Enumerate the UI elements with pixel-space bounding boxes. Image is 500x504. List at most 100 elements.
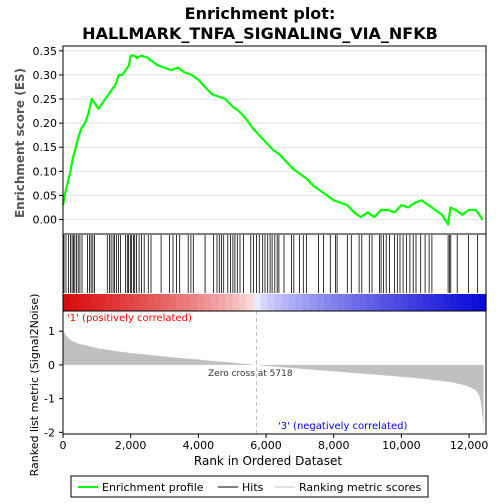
rank-colorbar-segment [105, 294, 113, 311]
rank-colorbar-segment [175, 294, 184, 311]
enrichment-profile-point [380, 209, 382, 211]
enrichment-profile-point [143, 56, 145, 58]
rank-colorbar-segment [415, 294, 424, 311]
enrichment-profile-point [218, 96, 220, 98]
chart-title-line2: HALLMARK_TNFA_SIGNALING_VIA_NFKB [82, 24, 438, 43]
ranked-metric-point [350, 372, 352, 374]
enrichment-profile-point [475, 209, 477, 211]
rank-colorbar-segment [309, 294, 318, 311]
enrichment-profile-point [367, 211, 369, 213]
rank-colorbar-segment [394, 294, 403, 311]
rank-colorbar-segment [225, 294, 233, 311]
enrichment-profile-point [94, 103, 96, 105]
rank-colorbar-segment [478, 294, 487, 311]
enrichment-profile-point [118, 74, 120, 76]
metric-y-tick-label: 0 [48, 359, 55, 372]
ranked-metric-point [480, 401, 482, 403]
rank-colorbar-segment [352, 294, 360, 311]
enrichment-profile-point [72, 156, 74, 158]
enrichment-profile-point [265, 141, 267, 143]
rank-colorbar-segment [126, 294, 135, 311]
enrichment-profile-point [177, 67, 179, 69]
rank-colorbar-segment [288, 294, 297, 311]
rank-colorbar-segment [422, 294, 431, 311]
enrichment-profile-point [306, 178, 308, 180]
x-tick-label: 8,000 [318, 439, 350, 452]
enrichment-profile-point [449, 206, 452, 209]
x-axis-label: Rank in Ordered Dataset [194, 454, 342, 468]
es-y-tick-label: 0.10 [33, 165, 58, 178]
legend-label-profile: Enrichment profile [102, 481, 204, 494]
enrichment-profile-point [245, 117, 247, 119]
rank-colorbar-segment [70, 294, 78, 311]
rank-colorbar-segment [232, 294, 240, 311]
ranked-metric-point [367, 373, 369, 375]
rank-colorbar-segment [330, 294, 339, 311]
ranked-metric-point [475, 389, 477, 391]
es-y-tick-label: 0.30 [33, 69, 58, 82]
x-tick-label: 10,000 [382, 439, 421, 452]
ranked-metric-point [147, 354, 149, 356]
x-tick-label: 4,000 [183, 439, 215, 452]
enrichment-profile-point [326, 194, 328, 196]
chart-title-line1: Enrichment plot: [185, 4, 336, 23]
rank-colorbar-segment [380, 294, 388, 311]
enrichment-profile-point [373, 216, 375, 218]
enrichment-profile-point [407, 206, 409, 209]
x-tick-label: 0 [60, 439, 67, 452]
ranked-metric-point [63, 332, 65, 334]
rank-colorbar-segment [408, 294, 417, 311]
x-tick-label: 6,000 [250, 439, 282, 452]
ranked-metric-point [417, 377, 419, 379]
ranked-metric-point [299, 368, 301, 370]
ranked-metric-point [478, 394, 480, 396]
enrichment-profile-point [104, 98, 106, 100]
rank-colorbar-segment [267, 294, 276, 311]
rank-colorbar-segment [359, 294, 367, 311]
enrichment-profile-point [224, 98, 226, 100]
ranked-metric-point [265, 365, 267, 367]
enrichment-profile-point [136, 57, 138, 59]
enrichment-profile-point [312, 185, 314, 187]
rank-colorbar-segment [337, 294, 346, 311]
es-y-tick-label: 0.35 [33, 45, 58, 58]
metric-panel: -2 -1 0 1 0 2,000 4,000 6,000 8,000 10,000 12,000 [44, 310, 489, 452]
rank-colorbar-segment [84, 294, 92, 311]
enrichment-profile-point [81, 127, 83, 129]
enrichment-profile-point [339, 202, 342, 204]
rank-colorbar-segment [366, 294, 374, 311]
enrichment-profile-point [292, 168, 294, 170]
ranked-metric-point [451, 381, 453, 383]
rank-colorbar-segment [464, 294, 473, 311]
rank-colorbar-segment [443, 294, 452, 311]
ranked-metric-point [86, 345, 88, 347]
rank-colorbar-segment [133, 294, 142, 311]
enrichment-profile-point [125, 69, 127, 71]
enrichment-profile-point [272, 149, 274, 151]
enrichment-profile-point [170, 69, 172, 71]
enrichment-profile-point [346, 204, 348, 206]
enrichment-profile-point [231, 105, 233, 107]
ranked-metric-point [482, 415, 484, 416]
negative-correlation-label: '3' (negatively correlated) [278, 421, 407, 432]
legend: Enrichment profile Hits Ranking metric s… [70, 475, 429, 498]
enrichment-profile-point [204, 86, 206, 88]
rank-colorbar-segment [457, 294, 466, 311]
enrichment-profile-point [163, 67, 166, 69]
enrichment-profile-point [441, 214, 443, 216]
rank-colorbar-segment [211, 294, 219, 311]
rank-colorbar-segment [154, 294, 163, 311]
enrichment-profile-point [130, 55, 132, 57]
enrichment-profile-point [238, 110, 240, 112]
ranked-metric-point [461, 384, 463, 385]
ranked-metric-point [69, 339, 71, 341]
metric-y-tick-label: 1 [48, 325, 55, 338]
enrichment-profile-point [140, 55, 142, 57]
x-tick-label: 12,000 [450, 439, 489, 452]
rank-colorbar-segment [471, 294, 480, 311]
enrichment-profile-point [400, 204, 402, 206]
es-panel: 0.00 0.05 0.10 0.15 0.20 0.25 0.30 0.35 [33, 45, 487, 235]
enrichment-profile-point [387, 209, 389, 211]
